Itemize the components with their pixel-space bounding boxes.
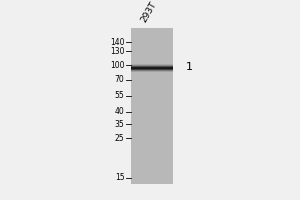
Text: 35: 35 <box>115 120 124 129</box>
Bar <box>130 28 172 184</box>
Text: 100: 100 <box>110 61 124 70</box>
Text: 15: 15 <box>115 173 124 182</box>
Text: 140: 140 <box>110 38 124 47</box>
Text: 55: 55 <box>115 91 124 100</box>
Text: 40: 40 <box>115 107 124 116</box>
Text: 70: 70 <box>115 75 124 84</box>
Text: 293T: 293T <box>139 0 158 24</box>
Text: 25: 25 <box>115 134 124 143</box>
Text: 130: 130 <box>110 47 124 56</box>
Text: 1: 1 <box>186 62 193 72</box>
